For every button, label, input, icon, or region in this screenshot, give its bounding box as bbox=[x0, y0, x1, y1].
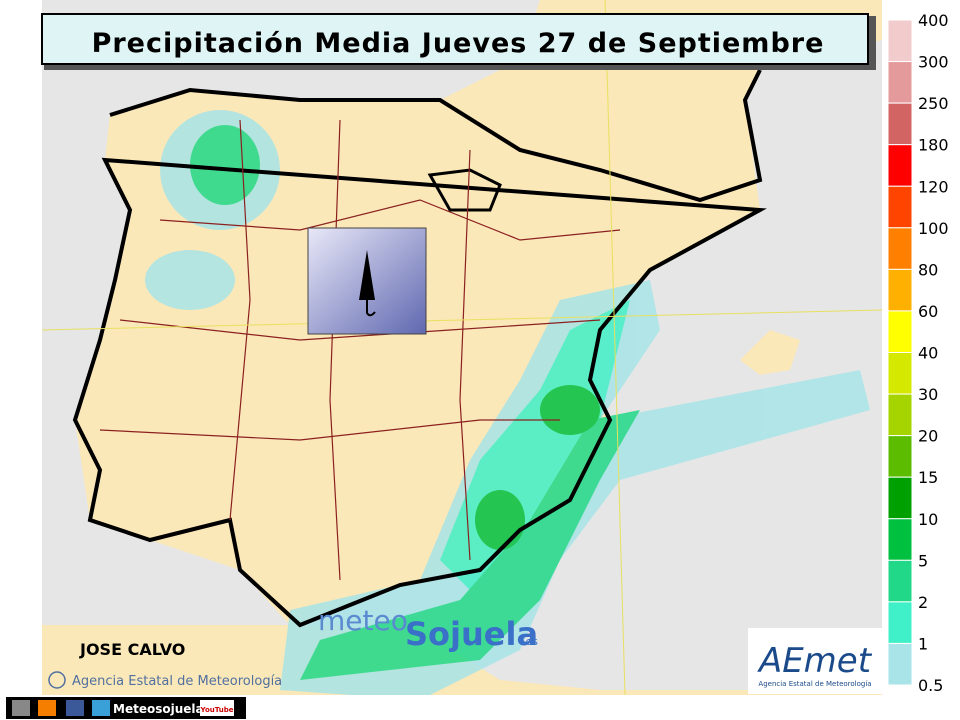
region-border bbox=[427, 168, 502, 212]
legend-label: 80 bbox=[918, 260, 938, 279]
legend-label: 100 bbox=[918, 219, 949, 238]
brand-es: .es bbox=[522, 635, 538, 648]
island bbox=[740, 330, 800, 375]
logo-subtitle: Agencia Estatal de Meteorología bbox=[758, 680, 871, 688]
icon-youtube bbox=[200, 700, 234, 716]
title-box bbox=[41, 13, 869, 65]
legend-swatch bbox=[887, 352, 913, 395]
legend-label: 10 bbox=[918, 510, 938, 529]
icon-facebook bbox=[66, 700, 84, 716]
brand-sojuela: Sojuela bbox=[405, 615, 538, 653]
coastline bbox=[72, 69, 767, 628]
legend-swatch bbox=[887, 393, 913, 437]
legend-swatch bbox=[887, 227, 913, 270]
legend-label: 180 bbox=[918, 136, 949, 155]
author: JOSE CALVO bbox=[79, 640, 185, 659]
logo-box bbox=[748, 628, 882, 694]
legend-swatch bbox=[887, 61, 913, 104]
icon-twitter bbox=[92, 700, 110, 716]
legend-swatch bbox=[887, 185, 913, 229]
legend-swatch bbox=[887, 476, 913, 520]
legend-label: 60 bbox=[918, 302, 938, 321]
legend-swatch bbox=[887, 310, 913, 353]
copyright-icon bbox=[48, 671, 66, 689]
legend-label: 40 bbox=[918, 344, 938, 363]
footer-video: YouTube bbox=[200, 706, 234, 714]
legend-swatch bbox=[887, 268, 913, 312]
legend-label: 250 bbox=[918, 94, 949, 113]
footer-name: Meteosojuela bbox=[113, 702, 204, 716]
legend-swatch bbox=[887, 642, 913, 686]
umbrella-handle bbox=[366, 300, 376, 317]
icon-blogger bbox=[38, 700, 56, 716]
legend-label: 15 bbox=[918, 468, 938, 487]
legend-label: 0.5 bbox=[918, 676, 943, 695]
title: Precipitación Media Jueves 27 de Septiem… bbox=[92, 28, 825, 59]
logo-name: AEmet bbox=[757, 641, 873, 681]
legend-swatch bbox=[887, 601, 913, 644]
legend-label: 300 bbox=[918, 53, 949, 72]
legend-label: 120 bbox=[918, 177, 949, 196]
graticule bbox=[41, 0, 883, 696]
icon-camera bbox=[12, 700, 30, 716]
legend-label: 5 bbox=[918, 551, 928, 570]
legend-label: 1 bbox=[918, 634, 928, 653]
legend-label: 20 bbox=[918, 427, 938, 446]
source: Agencia Estatal de Meteorología bbox=[72, 674, 282, 689]
legend-swatch bbox=[887, 435, 913, 478]
borders bbox=[99, 119, 621, 581]
legend-swatch bbox=[887, 19, 913, 63]
legend-swatch bbox=[887, 144, 913, 187]
legend-swatch bbox=[887, 102, 913, 146]
mediterranean-sea bbox=[300, 40, 882, 690]
brand-meteo: meteo bbox=[318, 604, 408, 637]
legend-swatch bbox=[887, 518, 913, 561]
legend-swatch bbox=[887, 559, 913, 603]
umbrella bbox=[359, 250, 375, 300]
legend-label: 30 bbox=[918, 385, 938, 404]
legend-label: 2 bbox=[918, 593, 928, 612]
legend-label: 400 bbox=[918, 11, 949, 30]
